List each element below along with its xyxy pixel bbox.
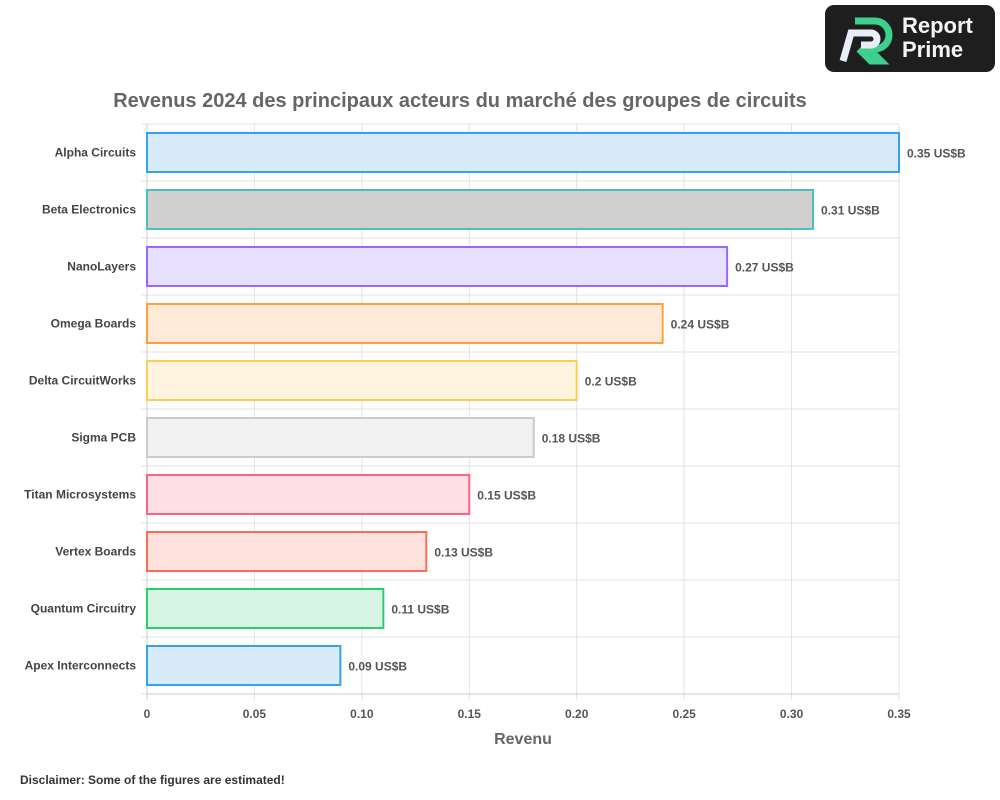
y-category-label: Omega Boards xyxy=(51,317,137,331)
y-category-label: Apex Interconnects xyxy=(25,659,137,673)
bar-data-label: 0.31 US$B xyxy=(821,204,880,218)
disclaimer: Disclaimer: Some of the figures are esti… xyxy=(20,773,285,787)
bar-nanolayers xyxy=(146,246,729,287)
y-category-label: Titan Microsystems xyxy=(24,488,136,502)
bar-beta-electronics xyxy=(146,189,815,230)
bar-data-label: 0.13 US$B xyxy=(434,546,493,560)
logo-text-line2: Prime xyxy=(902,37,964,62)
y-category-label: Sigma PCB xyxy=(71,431,136,445)
bar-delta-circuitworks xyxy=(146,360,578,401)
x-tick-label: 0.30 xyxy=(780,707,804,721)
bar-data-label: 0.15 US$B xyxy=(477,489,536,503)
bar-apex-interconnects xyxy=(146,645,342,686)
bar-alpha-circuits xyxy=(146,132,900,173)
bar-quantum-circuitry xyxy=(146,588,385,629)
y-category-label: Vertex Boards xyxy=(55,545,136,559)
bar-data-label: 0.27 US$B xyxy=(735,261,794,275)
y-category-label: Beta Electronics xyxy=(42,203,136,217)
chart-title: Revenus 2024 des principaux acteurs du m… xyxy=(113,90,807,112)
bar-data-label: 0.18 US$B xyxy=(542,432,601,446)
x-tick-label: 0.35 xyxy=(887,707,911,721)
bar-data-label: 0.35 US$B xyxy=(907,147,966,161)
logo-mark-icon xyxy=(839,17,893,65)
report-prime-logo: Report Prime xyxy=(825,5,995,72)
x-tick-label: 0.10 xyxy=(350,707,374,721)
bar-chart: 0 0.05 0.10 0.15 0.20 0.25 0.30 0.35 Revenu Alpha… xyxy=(24,123,966,748)
bar-omega-boards xyxy=(146,303,664,344)
x-tick-label: 0.25 xyxy=(672,707,696,721)
bar-vertex-boards xyxy=(146,531,428,572)
logo-text-line1: Report xyxy=(902,13,973,38)
y-category-label: Quantum Circuitry xyxy=(31,602,137,616)
x-tick-label: 0.20 xyxy=(565,707,589,721)
x-tick-label: 0.05 xyxy=(243,707,267,721)
x-axis-label: Revenu xyxy=(494,731,552,748)
bar-sigma-pcb xyxy=(146,417,535,458)
y-category-label: NanoLayers xyxy=(67,260,136,274)
y-category-label: Delta CircuitWorks xyxy=(29,374,136,388)
bar-data-label: 0.09 US$B xyxy=(348,660,407,674)
bar-titan-microsystems xyxy=(146,474,471,515)
bar-data-label: 0.24 US$B xyxy=(671,318,730,332)
bar-data-label: 0.2 US$B xyxy=(585,375,637,389)
y-category-label: Alpha Circuits xyxy=(55,146,137,160)
x-tick-label: 0 xyxy=(144,707,151,721)
x-tick-label: 0.15 xyxy=(458,707,482,721)
bar-data-label: 0.11 US$B xyxy=(391,603,449,617)
